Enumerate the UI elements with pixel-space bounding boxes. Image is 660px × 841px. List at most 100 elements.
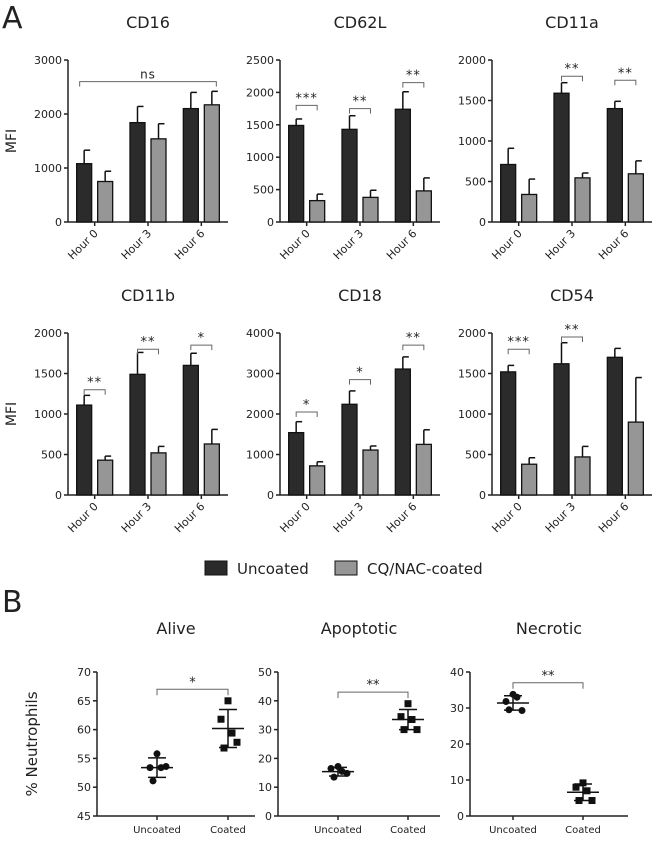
data-point-coated xyxy=(228,729,236,737)
data-point-uncoated xyxy=(334,762,342,770)
bar-uncoated xyxy=(553,363,570,496)
significance-label: ** xyxy=(141,335,156,350)
y-tick-label: 50 xyxy=(77,781,91,794)
y-tick-label: 65 xyxy=(77,695,91,708)
panel-label-a: A xyxy=(2,1,23,36)
y-tick-label: 0 xyxy=(265,810,272,823)
chart-title: Alive xyxy=(156,619,195,638)
data-point-coated xyxy=(572,783,580,791)
significance-bracket xyxy=(337,691,409,699)
panel-label-b: B xyxy=(2,585,23,620)
significance-label: ns xyxy=(140,68,156,82)
chart-title: CD11b xyxy=(121,286,175,305)
x-tick-label: Hour 0 xyxy=(489,500,524,535)
bar-coated xyxy=(362,196,379,223)
bar-coated xyxy=(415,443,432,496)
significance-label: ** xyxy=(565,323,580,338)
data-point-coated xyxy=(224,697,232,705)
significance-bracket xyxy=(79,81,217,87)
data-point-uncoated xyxy=(153,750,161,758)
bar-uncoated xyxy=(182,107,199,223)
data-point-coated xyxy=(217,715,225,723)
significance-bracket xyxy=(349,108,371,114)
bar-uncoated xyxy=(553,92,570,223)
y-tick-label: 50 xyxy=(258,666,272,679)
bar-uncoated xyxy=(76,163,93,223)
bar-coated xyxy=(521,193,538,223)
y-tick-label: 10 xyxy=(258,781,272,794)
y-axis-label: MFI xyxy=(4,402,20,426)
x-tick-label: Hour 3 xyxy=(331,500,366,535)
significance-bracket xyxy=(83,389,106,395)
x-tick-label: Hour 3 xyxy=(331,227,366,262)
legend-label-uncoated: Uncoated xyxy=(237,560,309,578)
data-point-uncoated xyxy=(502,698,510,706)
bar-coated xyxy=(521,463,538,496)
data-point-coated xyxy=(233,738,241,746)
y-tick-label: 1000 xyxy=(246,151,274,164)
x-tick-label: Hour 3 xyxy=(119,227,154,262)
legend-swatch-coated xyxy=(334,560,358,576)
bar-uncoated xyxy=(341,128,358,223)
y-tick-label: 10 xyxy=(450,774,464,787)
y-tick-label: 3000 xyxy=(246,368,274,381)
bar-uncoated xyxy=(129,373,146,496)
y-tick-label: 55 xyxy=(77,752,91,765)
chart-title: CD11a xyxy=(545,13,599,32)
bar-coated xyxy=(97,180,114,223)
data-point-uncoated xyxy=(513,693,521,701)
chart-title: Necrotic xyxy=(516,619,582,638)
y-tick-label: 1500 xyxy=(458,95,486,108)
significance-bracket xyxy=(561,336,583,343)
x-tick-label: Uncoated xyxy=(489,825,537,836)
bar-chart-cd54: 0 500 1000 1500 2000 CD54 Hour 0 Hour 3 Hour 6 **… xyxy=(458,286,652,535)
bar-uncoated xyxy=(288,124,305,223)
y-tick-label: 1500 xyxy=(458,368,486,381)
data-point-uncoated xyxy=(330,773,338,781)
y-tick-label: 20 xyxy=(258,752,272,765)
x-tick-label: Uncoated xyxy=(133,825,181,836)
x-tick-label: Hour 3 xyxy=(543,227,578,262)
y-tick-label: 0 xyxy=(55,489,62,502)
y-tick-label: 500 xyxy=(253,184,274,197)
y-tick-label: 1000 xyxy=(458,135,486,148)
x-tick-label: Hour 6 xyxy=(172,500,207,535)
significance-label: * xyxy=(198,331,206,346)
chart-title: Apoptotic xyxy=(321,619,398,638)
y-tick-label: 1500 xyxy=(246,119,274,132)
significance-label: ** xyxy=(353,95,368,110)
x-tick-label: Coated xyxy=(565,825,601,836)
bar-uncoated xyxy=(606,107,623,223)
data-point-uncoated xyxy=(162,762,170,770)
significance-bracket xyxy=(295,411,318,417)
x-tick-label: Hour 6 xyxy=(384,227,419,262)
significance-bracket xyxy=(137,348,159,355)
significance-bracket xyxy=(561,75,583,82)
x-tick-label: Hour 6 xyxy=(172,227,207,262)
data-point-coated xyxy=(397,713,405,721)
significance-bracket xyxy=(295,104,318,111)
bar-coated xyxy=(309,199,326,223)
y-tick-label: 1000 xyxy=(246,449,274,462)
y-tick-label: 0 xyxy=(457,810,464,823)
bar-uncoated xyxy=(129,121,146,223)
bar-coated xyxy=(574,177,591,223)
y-tick-label: 70 xyxy=(77,666,91,679)
y-tick-label: 30 xyxy=(450,702,464,715)
bar-chart-cd18: 0 1000 2000 3000 4000 CD18 Hour 0 Hour 3 Hour 6 *… xyxy=(246,286,440,535)
y-tick-label: 2500 xyxy=(246,54,274,67)
x-tick-label: Hour 0 xyxy=(277,500,312,535)
y-tick-label: 500 xyxy=(465,449,486,462)
y-tick-label: 2000 xyxy=(246,86,274,99)
significance-bracket xyxy=(512,682,584,689)
x-tick-label: Hour 6 xyxy=(596,227,631,262)
legend: Uncoated CQ/NAC-coated xyxy=(204,560,483,578)
bar-coated xyxy=(97,459,114,496)
bar-coated xyxy=(362,449,379,496)
scatter-chart-alive: 45 50 55 60 65 70 Alive % Neutrophils Uncoated Co… xyxy=(23,619,255,836)
bar-coated xyxy=(309,465,326,496)
y-axis-label: MFI xyxy=(4,129,20,153)
data-point-coated xyxy=(579,779,587,787)
y-tick-label: 2000 xyxy=(458,327,486,340)
